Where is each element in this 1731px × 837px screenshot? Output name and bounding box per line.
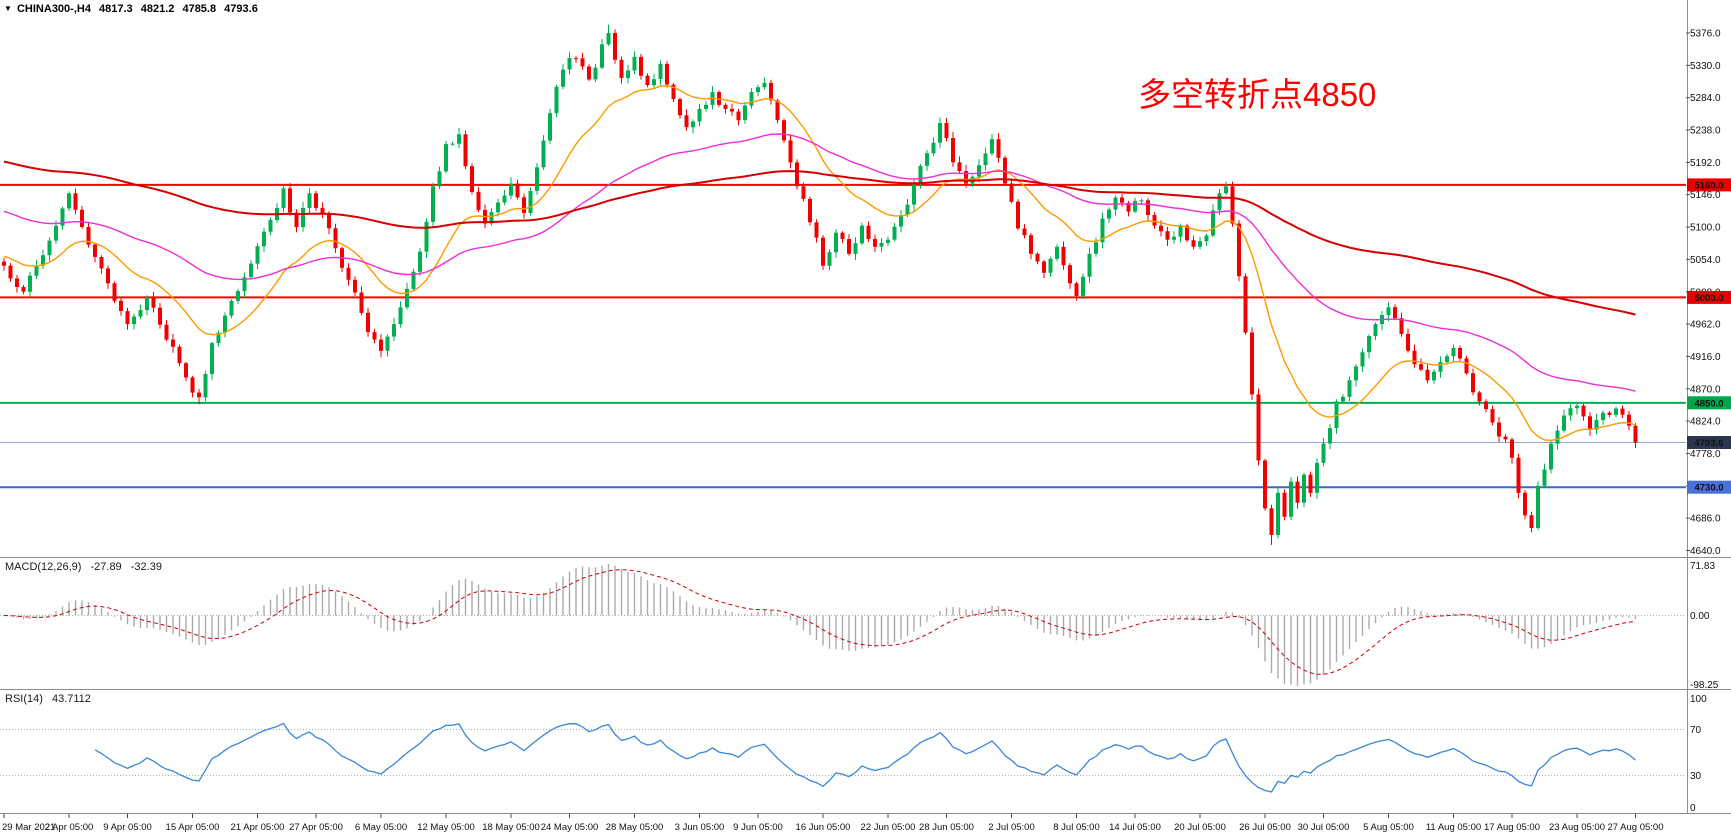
time-tick-label: 12 May 05:00 — [417, 822, 475, 833]
price-tick-label: 5238.0 — [1690, 126, 1721, 137]
price-tick-label: 4870.0 — [1690, 384, 1721, 395]
price-axis[interactable]: 5376.0 5330.0 5284.0 5238.0 5192.0 5146.0 5100… — [1686, 29, 1731, 815]
macd-panel[interactable] — [0, 564, 1686, 686]
time-tick-label: 26 Jul 05:00 — [1239, 822, 1291, 833]
rsi-panel[interactable] — [0, 722, 1686, 793]
macd-scale-min: -98.25 — [1690, 680, 1719, 691]
price-tick-label: 5376.0 — [1690, 29, 1721, 40]
time-tick-label: 9 Apr 05:00 — [103, 822, 152, 833]
time-tick-label: 24 May 05:00 — [541, 822, 599, 833]
price-tick-label: 5284.0 — [1690, 93, 1721, 104]
price-tick-label: 4640.0 — [1690, 546, 1721, 557]
time-tick-label: 23 Aug 05:00 — [1549, 822, 1605, 833]
time-tick-label: 3 Jun 05:00 — [675, 822, 725, 833]
time-tick-label: 8 Jul 05:00 — [1053, 822, 1099, 833]
price-tick-label: 4916.0 — [1690, 352, 1721, 363]
time-tick-label: 27 Apr 05:00 — [289, 822, 343, 833]
time-tick-label: 22 Jun 05:00 — [861, 822, 916, 833]
macd-histogram — [9, 564, 1637, 686]
price-tick-label: 4778.0 — [1690, 449, 1721, 460]
price-level-badge-text: 4850.0 — [1694, 398, 1723, 409]
price-level-badge — [1687, 480, 1731, 494]
price-level-badge — [1687, 396, 1731, 410]
rsi-scale-label: 30 — [1690, 771, 1702, 782]
time-tick-label: 14 Jul 05:00 — [1109, 822, 1161, 833]
time-tick-label: 21 Apr 05:00 — [231, 822, 285, 833]
macd-scale-zero: 0.00 — [1690, 611, 1710, 622]
time-tick-label: 17 Aug 05:00 — [1484, 822, 1540, 833]
time-tick-label: 28 Jun 05:00 — [919, 822, 974, 833]
macd-signal-line — [3, 569, 1636, 675]
price-level-badge-text: 4730.0 — [1694, 483, 1723, 494]
candles — [2, 24, 1638, 545]
rsi-scale-label: 70 — [1690, 725, 1702, 736]
time-tick-label: 15 Apr 05:00 — [166, 822, 220, 833]
price-tick-label: 4824.0 — [1690, 417, 1721, 428]
price-tick-label: 5330.0 — [1690, 61, 1721, 72]
price-panel[interactable] — [0, 24, 1686, 545]
time-tick-label: 11 Aug 05:00 — [1426, 822, 1481, 833]
price-tick-label: 4962.0 — [1690, 320, 1721, 331]
moving-average-60 — [3, 133, 1636, 392]
time-tick-label: 18 May 05:00 — [482, 822, 540, 833]
time-tick-label: 9 Jun 05:00 — [733, 822, 783, 833]
time-tick-label: 5 Aug 05:00 — [1363, 822, 1414, 833]
price-tick-label: 4686.0 — [1690, 514, 1721, 525]
price-level-badge — [1687, 436, 1731, 449]
price-tick-label: 5100.0 — [1690, 223, 1721, 234]
time-tick-label: 16 Jun 05:00 — [796, 822, 851, 833]
price-level-badge-text: 5000.0 — [1694, 293, 1723, 304]
time-tick-label: 29 Mar 2021 — [2, 822, 55, 833]
time-tick-label: 28 May 05:00 — [606, 822, 664, 833]
panel-separators — [0, 0, 1731, 814]
price-tick-label: 5054.0 — [1690, 255, 1721, 266]
time-tick-label: 6 May 05:00 — [355, 822, 407, 833]
moving-average-18 — [3, 85, 1636, 442]
rsi-line — [94, 722, 1636, 793]
rsi-scale-label: 100 — [1690, 694, 1707, 705]
moving-average-160 — [3, 160, 1636, 316]
rsi-scale-label: 0 — [1690, 803, 1696, 814]
price-tick-label: 5146.0 — [1690, 190, 1721, 201]
price-level-badge-text: 4793.6 — [1694, 438, 1723, 449]
macd-scale-max: 71.83 — [1690, 561, 1715, 572]
time-tick-label: 30 Jul 05:00 — [1298, 822, 1350, 833]
price-level-badge — [1687, 290, 1731, 304]
time-tick-label: 2 Apr 05:00 — [45, 822, 94, 833]
time-tick-label: 2 Jul 05:00 — [988, 822, 1034, 833]
price-level-badge — [1687, 178, 1731, 192]
time-tick-label: 27 Aug 05:00 — [1608, 822, 1664, 833]
time-tick-label: 20 Jul 05:00 — [1174, 822, 1226, 833]
price-tick-label: 5192.0 — [1690, 158, 1721, 169]
price-level-badge-text: 5160.0 — [1694, 180, 1723, 191]
